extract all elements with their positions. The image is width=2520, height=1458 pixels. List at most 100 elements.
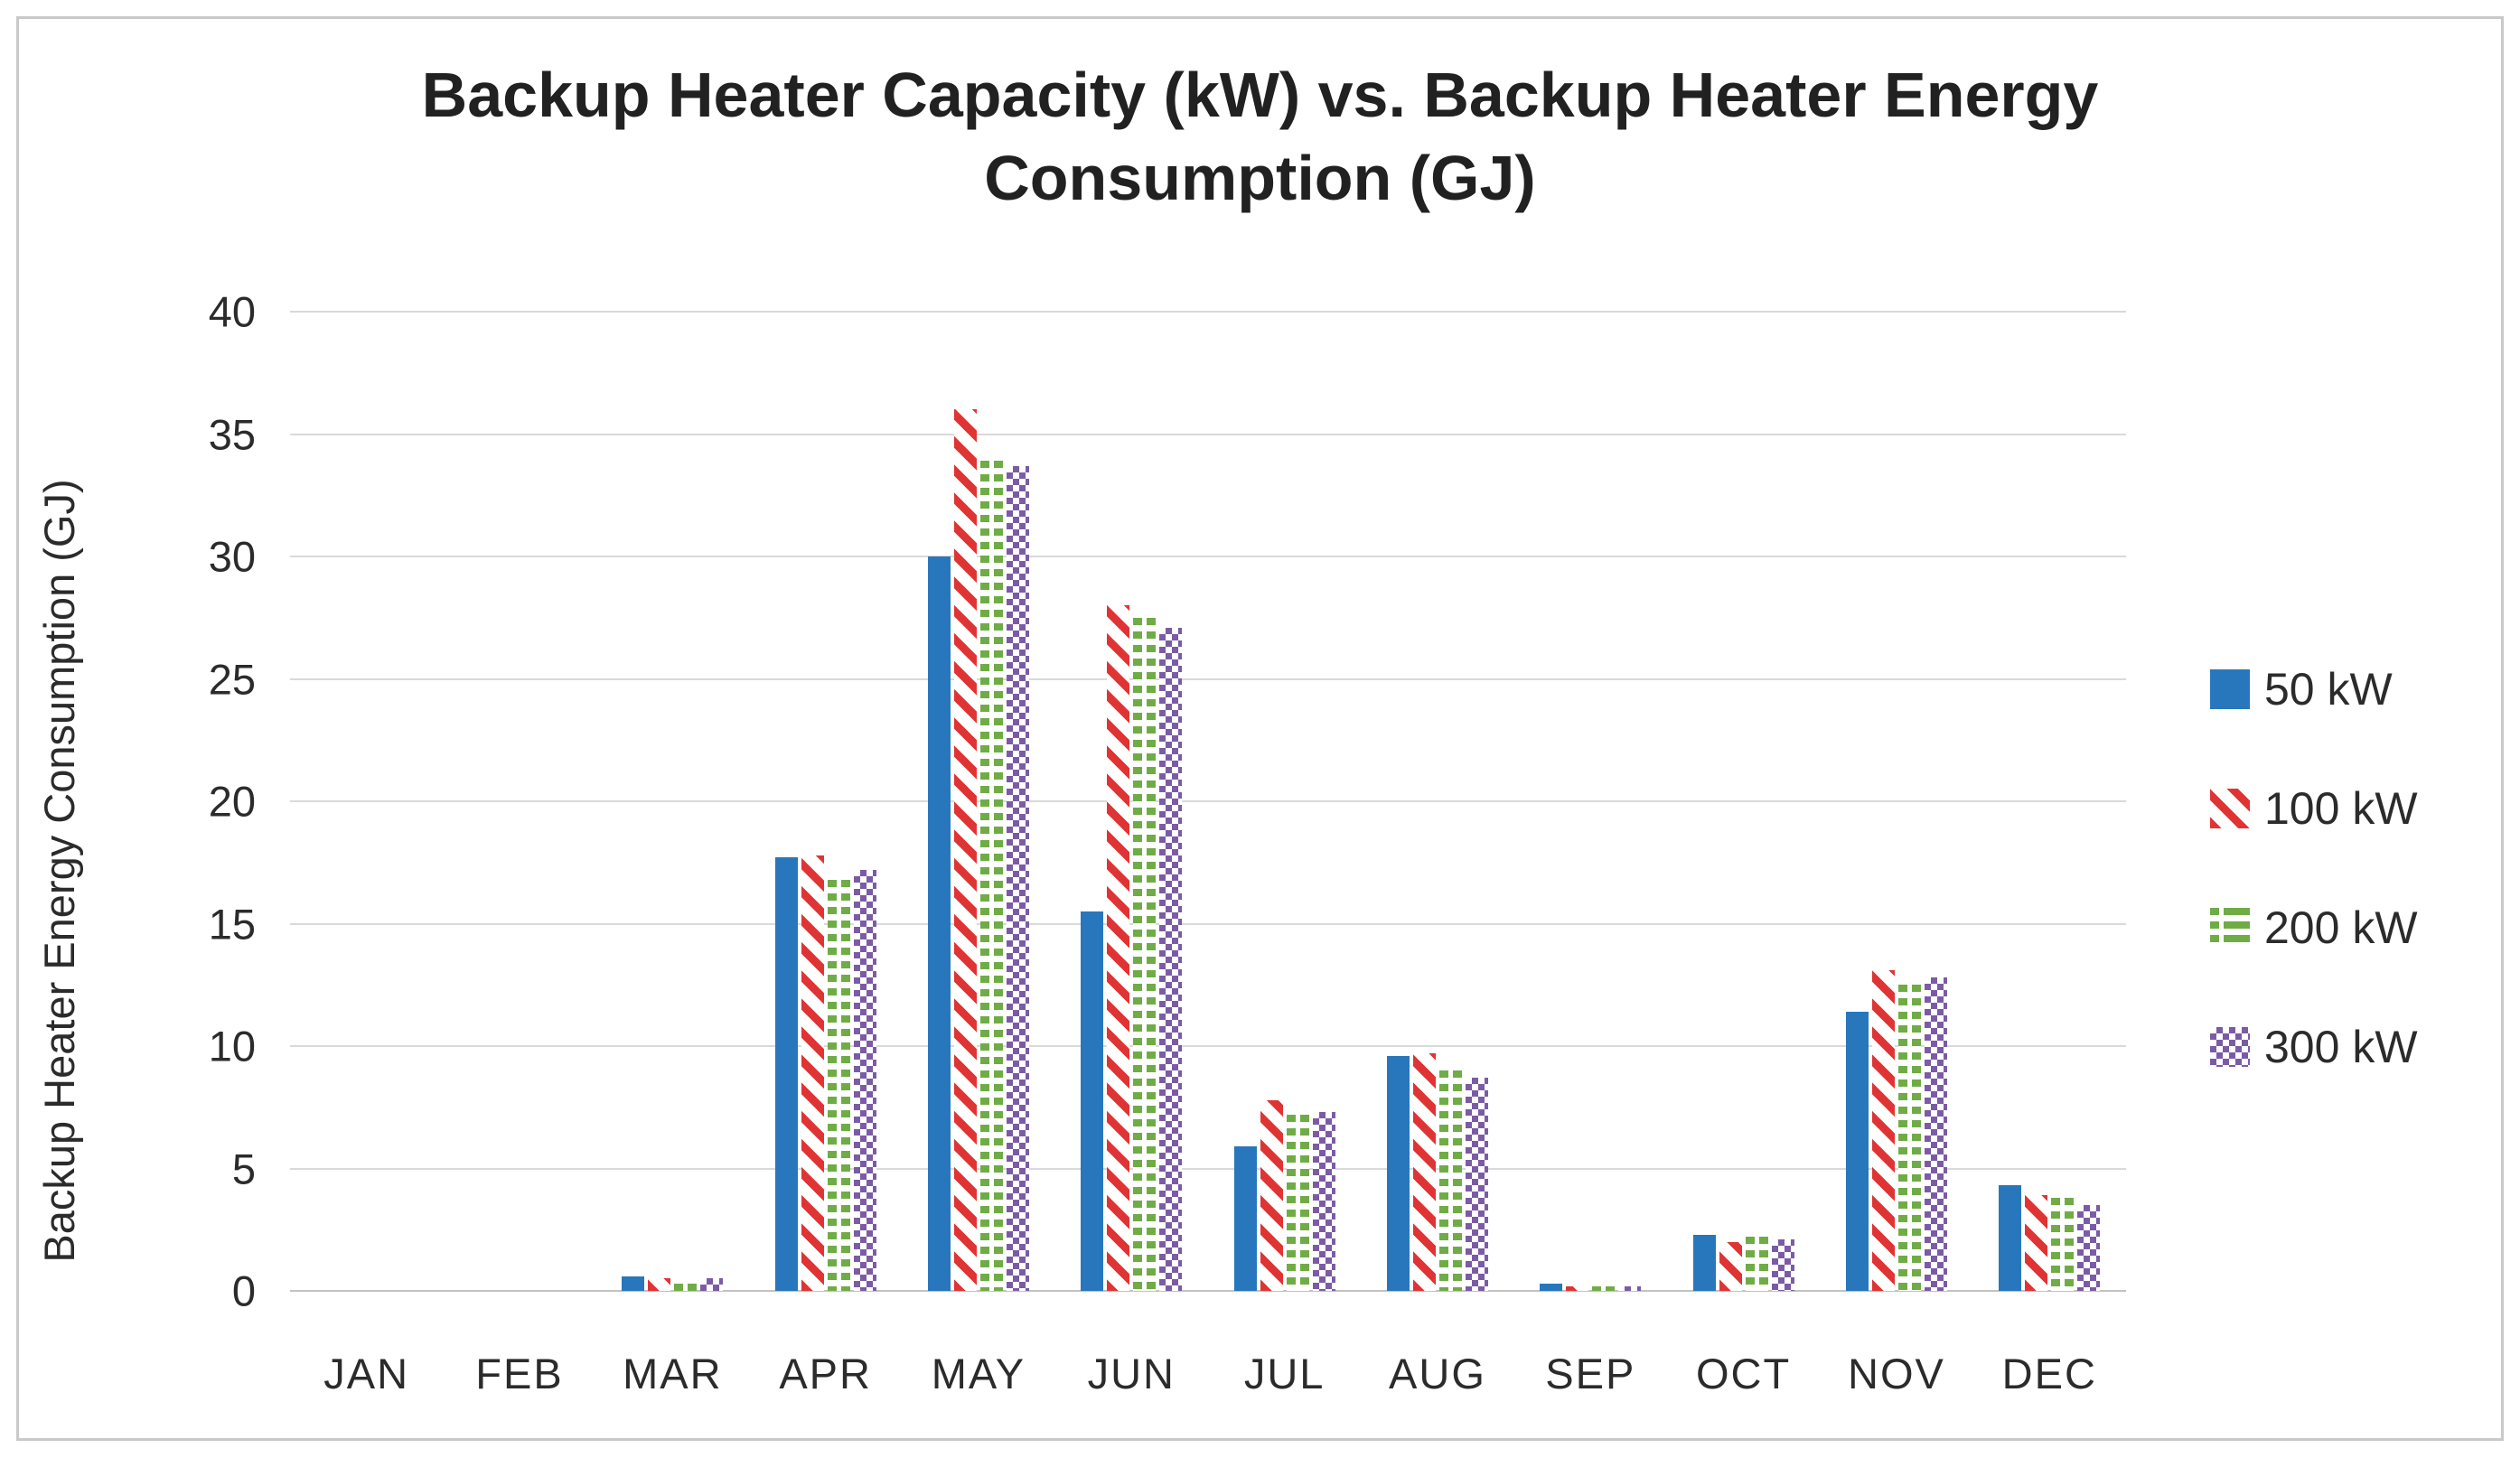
bar-mar-300-kw xyxy=(700,1278,724,1291)
bar-jun-50-kw xyxy=(1081,911,1104,1291)
y-tick-label-40: 40 xyxy=(208,287,256,336)
x-label-may: MAY xyxy=(931,1350,1026,1397)
y-tick-label-0: 0 xyxy=(231,1266,256,1315)
bar-group-feb xyxy=(443,312,595,1291)
bar-jul-100-kw xyxy=(1260,1099,1283,1291)
chart-title: Backup Heater Capacity (kW) vs. Backup H… xyxy=(19,53,2501,220)
bar-group-jan xyxy=(290,312,443,1291)
gridline-0 xyxy=(290,1290,2126,1292)
bar-sep-50-kw xyxy=(1540,1283,1563,1291)
legend-label-200-kw: 200 kW xyxy=(2264,902,2418,953)
bar-group-jul xyxy=(1208,312,1361,1291)
bar-dec-100-kw xyxy=(2025,1195,2048,1291)
bar-oct-300-kw xyxy=(1771,1239,1794,1291)
bar-sep-100-kw xyxy=(1566,1285,1589,1291)
legend-item-300-kw: 300 kW xyxy=(2210,1021,2418,1073)
bar-mar-100-kw xyxy=(648,1278,671,1291)
legend-item-200-kw: 200 kW xyxy=(2210,902,2418,954)
bar-jun-100-kw xyxy=(1107,605,1130,1291)
x-label-oct: OCT xyxy=(1696,1350,1792,1397)
x-label-apr: APR xyxy=(779,1350,872,1397)
chart-canvas: Backup Heater Capacity (kW) vs. Backup H… xyxy=(16,16,2504,1441)
chart-title-line2: Consumption (GJ) xyxy=(984,143,1536,213)
x-label-dec: DEC xyxy=(2001,1350,2097,1397)
bar-dec-300-kw xyxy=(2077,1205,2101,1291)
y-axis-tick-labels: 40 35 30 25 20 15 10 5 0 xyxy=(19,288,256,1315)
x-label-jul: JUL xyxy=(1243,1350,1326,1397)
x-label-jun: JUN xyxy=(1087,1350,1176,1397)
plot-area xyxy=(290,311,2126,1292)
legend-swatch-300-kw xyxy=(2210,1027,2250,1067)
bar-group-sep xyxy=(1514,312,1667,1291)
bar-dec-200-kw xyxy=(2051,1198,2075,1291)
bar-group-apr xyxy=(749,312,902,1291)
bar-oct-50-kw xyxy=(1692,1234,1716,1291)
x-axis-labels: JAN FEB MAR APR MAY JUN JUL AUG SEP OCT NOV DEC xyxy=(290,1349,2126,1398)
legend-label-100-kw: 100 kW xyxy=(2264,783,2418,834)
bar-apr-300-kw xyxy=(853,869,876,1291)
legend-swatch-200-kw xyxy=(2210,908,2250,948)
y-tick-label-20: 20 xyxy=(208,777,256,826)
bar-may-100-kw xyxy=(953,409,977,1291)
bar-apr-100-kw xyxy=(801,855,824,1291)
bar-nov-200-kw xyxy=(1897,985,1921,1291)
gridline-25 xyxy=(290,678,2126,680)
bar-group-aug xyxy=(1361,312,1513,1291)
bar-group-oct xyxy=(1667,312,1820,1291)
y-tick-label-5: 5 xyxy=(231,1145,256,1192)
bar-nov-50-kw xyxy=(1845,1012,1869,1291)
bar-may-50-kw xyxy=(927,556,951,1291)
bar-oct-200-kw xyxy=(1745,1237,1768,1291)
y-tick-label-25: 25 xyxy=(208,655,256,703)
legend-swatch-100-kw xyxy=(2210,789,2250,828)
bar-groups xyxy=(290,312,2126,1291)
y-tick-label-35: 35 xyxy=(208,410,256,458)
bar-group-mar xyxy=(596,312,749,1291)
x-label-jan: JAN xyxy=(323,1350,410,1397)
gridline-20 xyxy=(290,800,2126,802)
gridline-15 xyxy=(290,922,2126,925)
bar-sep-300-kw xyxy=(1618,1285,1642,1291)
legend-item-100-kw: 100 kW xyxy=(2210,782,2418,835)
bar-apr-200-kw xyxy=(827,879,850,1291)
y-tick-label-15: 15 xyxy=(208,900,256,948)
x-label-nov: NOV xyxy=(1848,1350,1945,1397)
bar-may-300-kw xyxy=(1006,465,1029,1291)
y-tick-label-10: 10 xyxy=(208,1022,256,1070)
bar-group-dec xyxy=(1973,312,2126,1291)
gridline-30 xyxy=(290,556,2126,557)
x-label-aug: AUG xyxy=(1389,1350,1486,1397)
bar-jun-300-kw xyxy=(1159,627,1183,1291)
bar-group-may xyxy=(902,312,1054,1291)
gridline-35 xyxy=(290,433,2126,435)
y-tick-label-30: 30 xyxy=(208,532,256,581)
bar-aug-300-kw xyxy=(1465,1078,1488,1291)
legend-item-50-kw: 50 kW xyxy=(2210,663,2418,715)
bar-oct-100-kw xyxy=(1719,1241,1742,1291)
legend-swatch-50-kw xyxy=(2210,669,2250,709)
gridline-40 xyxy=(290,311,2126,313)
gridline-10 xyxy=(290,1045,2126,1047)
bar-group-jun xyxy=(1055,312,1208,1291)
bar-nov-300-kw xyxy=(1924,977,1947,1291)
bar-apr-50-kw xyxy=(774,857,798,1291)
bar-jul-300-kw xyxy=(1312,1112,1335,1291)
legend-label-300-kw: 300 kW xyxy=(2264,1022,2418,1072)
legend: 50 kW 100 kW 200 kW 300 kW xyxy=(2210,663,2418,1073)
bar-aug-50-kw xyxy=(1386,1055,1410,1291)
bar-mar-50-kw xyxy=(622,1276,645,1291)
chart-title-line1: Backup Heater Capacity (kW) vs. Backup H… xyxy=(421,60,2099,130)
bar-sep-200-kw xyxy=(1592,1285,1616,1291)
bar-mar-200-kw xyxy=(674,1283,698,1291)
bar-nov-100-kw xyxy=(1871,970,1895,1291)
bar-aug-100-kw xyxy=(1412,1053,1436,1291)
bar-jul-50-kw xyxy=(1233,1146,1257,1291)
x-label-sep: SEP xyxy=(1545,1350,1636,1397)
x-label-mar: MAR xyxy=(623,1350,723,1397)
bar-jun-200-kw xyxy=(1133,617,1157,1291)
bar-group-nov xyxy=(1820,312,1972,1291)
gridline-5 xyxy=(290,1167,2126,1170)
bar-may-200-kw xyxy=(979,461,1003,1291)
bar-dec-50-kw xyxy=(1999,1185,2022,1291)
bar-aug-200-kw xyxy=(1438,1070,1462,1291)
